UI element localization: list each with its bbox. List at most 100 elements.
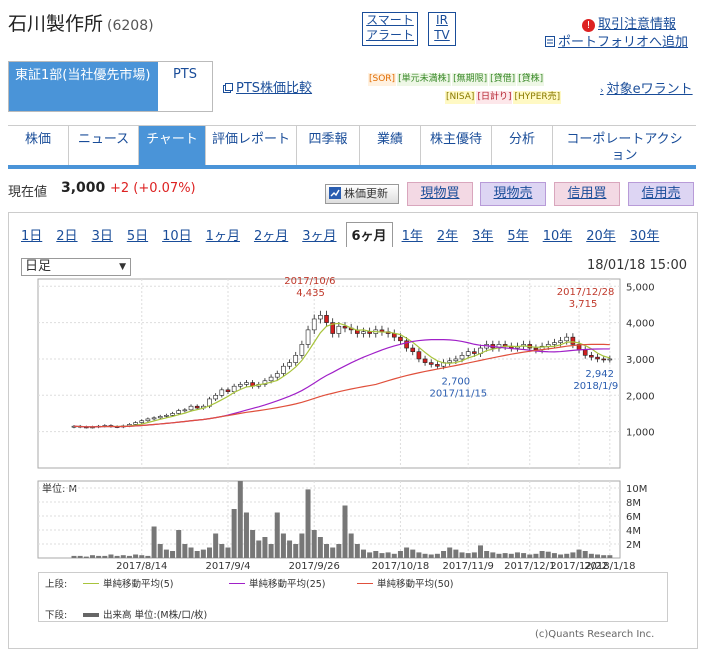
candle-body [145,418,151,422]
tab-tse1[interactable]: 東証1部(当社優先市場) [9,62,158,111]
period-1d[interactable]: 1日 [21,229,43,244]
period-3d[interactable]: 3日 [91,229,113,244]
period-20y[interactable]: 20年 [586,229,616,244]
tab-corporate-action[interactable]: コーポレートアクション [566,132,683,163]
candle-body [465,351,471,356]
warrant-label: 対象eワラント [606,82,693,97]
candle-body [170,413,175,416]
period-2y[interactable]: 2年 [436,229,459,244]
candle-body [176,410,182,414]
volume-bar [200,549,206,558]
candle-body [225,389,231,392]
stock-code: (6208) [107,18,154,34]
candle-body [533,347,539,351]
candle-body [139,420,145,423]
volume-bar [373,551,379,558]
margin-sell-button[interactable]: 信用売 [628,182,694,206]
volume-bar [89,555,95,558]
period-1m[interactable]: 1ヶ月 [205,229,240,244]
period-2m[interactable]: 2ヶ月 [253,229,289,244]
period-1y[interactable]: 1年 [401,229,423,244]
volume-bar [96,555,102,558]
volume-bar [490,552,496,558]
volume-bar [102,555,108,558]
tab-rating-report[interactable]: 評価レポート [206,126,297,165]
trading-notice-link[interactable]: ! 取引注意情報 [582,13,676,32]
candle-body [472,351,477,354]
volume-tick-label: 2M [626,540,641,551]
x-tick-label: 2017/9/26 [289,561,340,572]
volume-bar [558,554,564,558]
volume-bar [280,533,286,558]
portfolio-label: ポートフォリオへ追加 [558,35,689,50]
volume-bar [287,540,293,558]
tab-earnings[interactable]: 業績 [360,126,421,165]
candle-body [157,416,163,419]
add-portfolio-link[interactable]: ポートフォリオへ追加 [545,31,688,50]
period-6m[interactable]: 6ヶ月 [345,222,393,247]
legend-ma50: 単純移動平均(50) [357,576,454,590]
volume-bar [311,530,317,558]
annotation-value: 3,715 [569,299,598,310]
volume-bar [607,555,613,558]
dropdown-arrow-icon: ▼ [119,262,126,272]
interval-value: 日足 [25,259,52,274]
volume-bar [324,544,330,558]
candle-body [318,315,323,320]
tab-pts[interactable]: PTS [158,62,212,111]
period-5y[interactable]: 5年 [507,229,529,244]
candle-body [582,349,588,356]
cash-buy-button[interactable]: 現物買 [407,182,473,206]
volume-bar [126,555,132,558]
tab-news[interactable]: ニュース [69,126,139,165]
period-10y[interactable]: 10年 [542,229,573,244]
volume-bar [360,549,366,558]
volume-bar [601,555,607,558]
volume-bar [256,540,262,558]
ir-tv-button[interactable]: IR TV [428,12,456,46]
candle-body [428,362,434,365]
pts-compare-link[interactable]: PTS株価比較 [223,77,312,96]
margin-buy-button[interactable]: 信用買 [554,182,620,206]
volume-bar [268,544,274,558]
volume-bar [367,552,373,558]
candle-body [435,364,440,367]
tab-shareholder-benefits[interactable]: 株主優待 [421,126,492,165]
notice-label: 取引注意情報 [598,17,677,32]
tab-chart[interactable]: チャート [139,126,206,165]
tab-analysis[interactable]: 分析 [492,126,553,165]
volume-bar [595,554,601,558]
tag-odd-lot: [単元未満株] [397,73,452,86]
volume-bar [176,530,182,558]
tab-shikiho[interactable]: 四季報 [297,126,360,165]
period-10d[interactable]: 10日 [162,229,192,244]
period-2d[interactable]: 2日 [56,229,78,244]
candle-body [558,340,563,343]
x-tick-label: 2017/8/14 [116,561,167,572]
legend-volume-label: 出来高 単位:(M株/口/枚) [103,610,208,621]
candle-body [164,414,169,417]
interval-select[interactable]: 日足 ▼ [21,258,131,276]
smart-alert-button[interactable]: スマート アラート [362,12,418,46]
cash-sell-button[interactable]: 現物売 [480,182,546,206]
volume-bar [465,553,471,558]
tab-stock-price[interactable]: 株価 [8,126,69,165]
volume-bar [410,549,416,558]
volume-bar [582,551,588,558]
candle-body [336,325,342,334]
period-3m[interactable]: 3ヶ月 [302,229,337,244]
ma25-swatch [229,583,245,584]
volume-bar [441,551,447,558]
period-3y[interactable]: 3年 [472,229,494,244]
x-tick-label: 2017/10/18 [372,561,430,572]
ewarrant-link[interactable]: › 対象eワラント [600,78,693,97]
update-price-button[interactable]: 株価更新 [325,184,399,204]
tag-stock-lending: [貸株] [517,73,545,86]
period-5d[interactable]: 5日 [126,229,149,244]
volume-bar [545,551,551,558]
volume-bar [163,549,169,558]
feature-tags-row-1: [SOR] [単元未満株] [無期限] [貸借] [貸株] [368,70,545,86]
period-30y[interactable]: 30年 [629,229,660,244]
legend-ma5: 単純移動平均(5) [83,576,173,590]
